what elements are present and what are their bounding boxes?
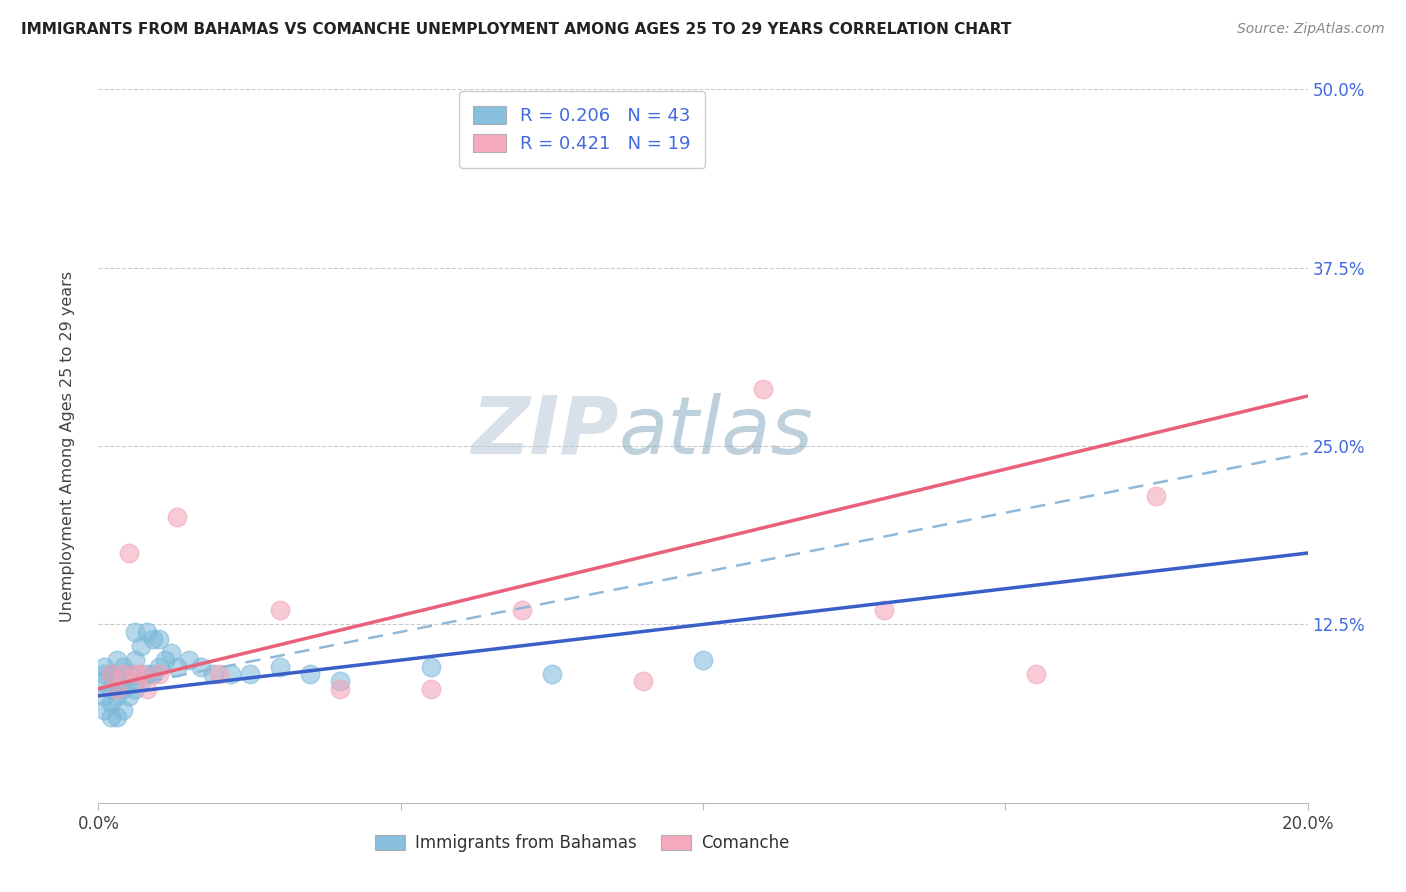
Point — [111, 660, 134, 674]
Legend: Immigrants from Bahamas, Comanche: Immigrants from Bahamas, Comanche — [368, 828, 796, 859]
Point — [93, 689, 115, 703]
Point — [100, 681, 122, 696]
Text: IMMIGRANTS FROM BAHAMAS VS COMANCHE UNEMPLOYMENT AMONG AGES 25 TO 29 YEARS CORRE: IMMIGRANTS FROM BAHAMAS VS COMANCHE UNEM… — [21, 22, 1011, 37]
Point — [190, 660, 212, 674]
Point — [299, 667, 322, 681]
Point — [692, 653, 714, 667]
Point — [166, 510, 188, 524]
Point — [142, 632, 165, 646]
Point — [93, 660, 115, 674]
Point — [208, 667, 231, 681]
Point — [148, 660, 170, 674]
Text: atlas: atlas — [619, 392, 813, 471]
Point — [510, 603, 533, 617]
Point — [118, 546, 141, 560]
Point — [100, 667, 122, 681]
Point — [124, 624, 146, 639]
Point — [329, 681, 352, 696]
Point — [179, 653, 201, 667]
Text: ZIP: ZIP — [471, 392, 619, 471]
Point — [93, 667, 115, 681]
Point — [111, 681, 134, 696]
Point — [129, 667, 152, 681]
Point — [93, 703, 115, 717]
Point — [118, 689, 141, 703]
Point — [269, 603, 291, 617]
Point — [269, 660, 291, 674]
Point — [1144, 489, 1167, 503]
Point — [166, 660, 188, 674]
Point — [124, 653, 146, 667]
Point — [752, 382, 775, 396]
Point — [135, 667, 157, 681]
Point — [105, 681, 128, 696]
Point — [540, 667, 562, 681]
Point — [100, 667, 122, 681]
Point — [142, 667, 165, 681]
Point — [221, 667, 243, 681]
Point — [129, 674, 152, 689]
Point — [135, 681, 157, 696]
Point — [873, 603, 896, 617]
Point — [420, 681, 443, 696]
Point — [1024, 667, 1046, 681]
Point — [631, 674, 654, 689]
Point — [129, 639, 152, 653]
Point — [202, 667, 225, 681]
Y-axis label: Unemployment Among Ages 25 to 29 years: Unemployment Among Ages 25 to 29 years — [60, 270, 75, 622]
Point — [111, 703, 134, 717]
Point — [93, 674, 115, 689]
Point — [148, 667, 170, 681]
Point — [239, 667, 262, 681]
Point — [100, 696, 122, 710]
Text: Source: ZipAtlas.com: Source: ZipAtlas.com — [1237, 22, 1385, 37]
Point — [105, 710, 128, 724]
Point — [105, 653, 128, 667]
Point — [420, 660, 443, 674]
Point — [118, 667, 141, 681]
Point — [160, 646, 183, 660]
Point — [111, 667, 134, 681]
Point — [100, 710, 122, 724]
Point — [105, 689, 128, 703]
Point — [148, 632, 170, 646]
Point — [329, 674, 352, 689]
Point — [124, 667, 146, 681]
Point — [153, 653, 176, 667]
Point — [124, 681, 146, 696]
Point — [135, 624, 157, 639]
Point — [105, 674, 128, 689]
